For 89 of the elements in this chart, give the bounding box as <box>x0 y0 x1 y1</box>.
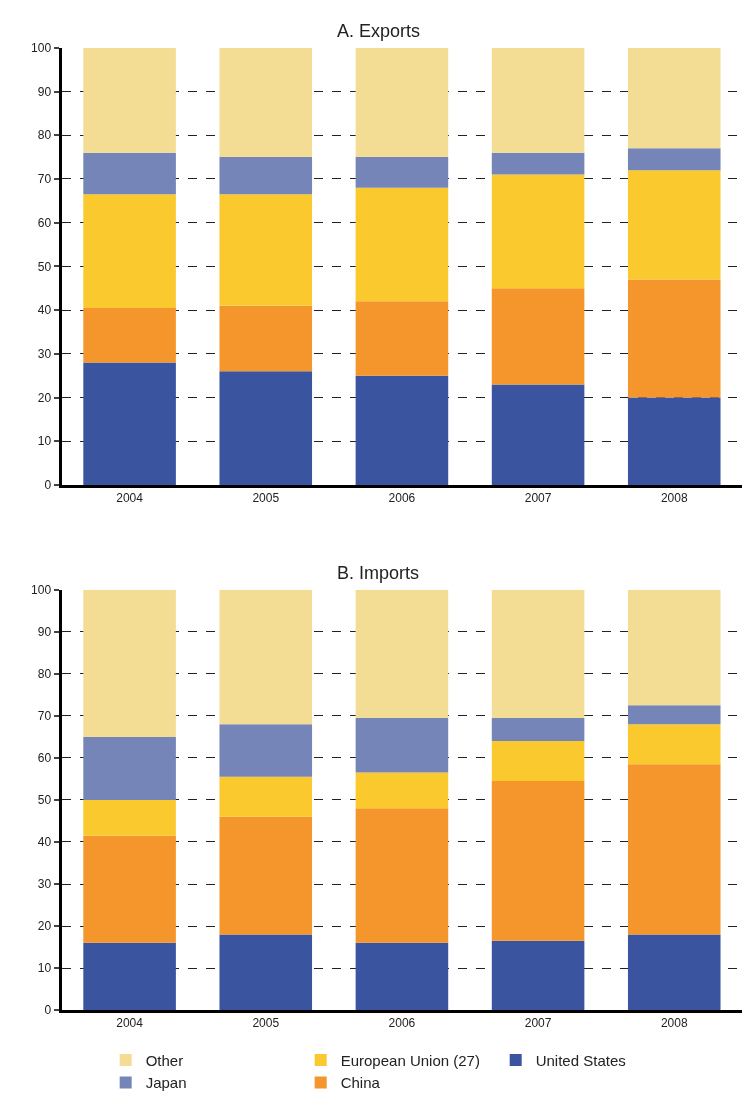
x-tick-label: 2007 <box>524 491 552 506</box>
bar <box>83 152 176 195</box>
x-tick-label: 2004 <box>116 1016 144 1031</box>
y-tick-label: 0 <box>44 1003 52 1018</box>
bar <box>219 934 313 1011</box>
x-tick-label: 2008 <box>660 491 688 506</box>
y-tick-label: 20 <box>37 919 52 934</box>
y-tick-label: 10 <box>37 434 52 449</box>
bar <box>491 741 585 782</box>
y-tick-label: 30 <box>37 877 52 892</box>
y-tick-label: 80 <box>37 128 52 143</box>
bar <box>83 835 176 943</box>
legend-label: European Union (27) <box>340 1051 480 1069</box>
chart-title: A. Exports <box>337 21 421 41</box>
y-tick-label: 80 <box>37 667 52 682</box>
y-tick-label: 30 <box>37 347 52 361</box>
y-tick-label: 40 <box>37 835 52 850</box>
x-tick-label: 2006 <box>388 1016 416 1031</box>
bar <box>491 288 585 385</box>
bar <box>219 371 313 485</box>
legend-label: Other <box>145 1051 184 1069</box>
bar <box>355 772 449 809</box>
bar <box>627 705 721 725</box>
y-tick-label: 10 <box>37 961 52 976</box>
bar <box>83 47 176 153</box>
bar <box>355 47 449 158</box>
bar <box>627 170 721 280</box>
y-tick-label: 20 <box>37 390 52 405</box>
y-tick-label: 100 <box>31 41 52 55</box>
bar <box>83 942 176 1011</box>
bar <box>627 724 721 765</box>
y-tick-label: 50 <box>37 259 52 274</box>
bar <box>355 942 449 1011</box>
bar <box>491 940 585 1011</box>
y-tick-label: 0 <box>44 478 52 493</box>
bar <box>219 305 313 372</box>
legend-label: Japan <box>145 1074 187 1092</box>
bar <box>491 717 585 742</box>
chart-title: B. Imports <box>337 563 420 583</box>
bar <box>627 934 721 1011</box>
bar <box>491 384 585 485</box>
bar <box>219 157 313 195</box>
bar <box>83 736 176 800</box>
bar <box>355 589 449 718</box>
bar <box>627 397 721 485</box>
bar <box>83 307 176 363</box>
bar <box>219 47 313 158</box>
bar <box>219 816 313 935</box>
bar <box>491 152 585 175</box>
bar <box>491 174 585 289</box>
y-tick-label: 90 <box>37 625 52 639</box>
bar <box>627 148 721 171</box>
bar <box>627 279 721 398</box>
bar <box>355 187 449 302</box>
bar <box>627 589 721 706</box>
bar <box>355 717 449 773</box>
x-tick-label: 2008 <box>660 1016 688 1031</box>
bar <box>355 375 449 485</box>
x-tick-label: 2004 <box>116 491 144 506</box>
y-tick-label: 50 <box>37 793 52 808</box>
bar <box>83 194 176 308</box>
x-tick-label: 2005 <box>252 491 280 506</box>
y-tick-label: 70 <box>37 172 52 187</box>
bar <box>83 589 176 737</box>
bar <box>627 47 721 149</box>
bar <box>355 157 449 188</box>
bar <box>219 589 313 725</box>
bar <box>491 47 585 153</box>
bar <box>219 724 313 777</box>
x-tick-label: 2007 <box>524 1016 552 1031</box>
bar <box>83 799 176 836</box>
y-tick-label: 70 <box>37 709 52 724</box>
y-tick-label: 100 <box>31 582 52 597</box>
y-tick-label: 40 <box>37 303 52 318</box>
x-tick-label: 2005 <box>252 1016 280 1031</box>
bar <box>355 808 449 943</box>
bar <box>491 589 585 718</box>
bar <box>355 301 449 376</box>
bar <box>627 764 721 935</box>
bar <box>491 781 585 941</box>
y-tick-label: 60 <box>37 751 52 766</box>
legend-label: United States <box>535 1051 626 1069</box>
bar <box>83 362 176 485</box>
bar <box>219 194 313 306</box>
y-tick-label: 90 <box>37 84 52 99</box>
legend-label: China <box>340 1074 381 1092</box>
x-tick-label: 2006 <box>388 491 416 506</box>
y-tick-label: 60 <box>37 215 52 230</box>
bar <box>219 776 313 817</box>
